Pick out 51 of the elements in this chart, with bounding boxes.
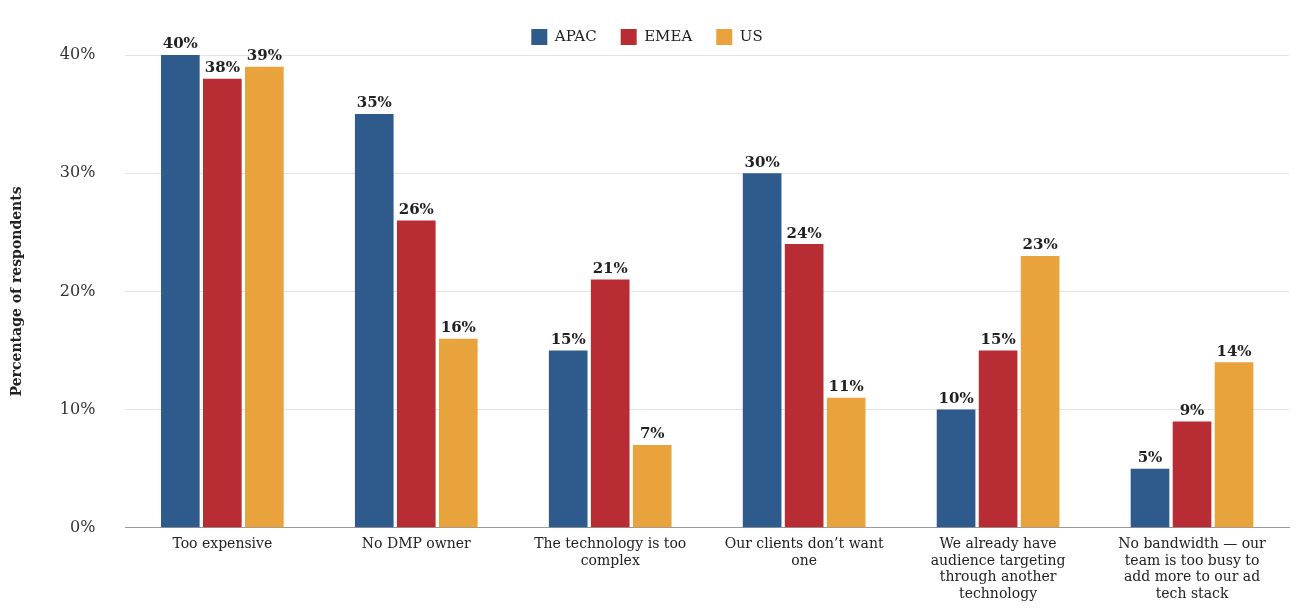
data-label: 40% (162, 34, 198, 53)
bar (160, 55, 200, 528)
data-label: 21% (592, 258, 628, 277)
bar (590, 279, 630, 528)
x-tick-label: Too expensive (172, 534, 273, 551)
legend-label: EMEA (644, 26, 693, 45)
y-tick-label: 0% (69, 516, 96, 536)
y-axis-title: Percentage of respondents (8, 186, 25, 397)
data-label: 30% (744, 152, 780, 171)
bar (742, 173, 782, 528)
x-tick-label: The technology is too complex (534, 534, 687, 568)
bar (548, 350, 588, 528)
data-label: 14% (1216, 341, 1252, 360)
legend-label: APAC (553, 26, 597, 45)
x-tick-label: Our clients don’t want one (724, 534, 884, 568)
bar (245, 66, 284, 528)
bar (1130, 468, 1170, 528)
y-tick-label: 40% (59, 44, 96, 64)
y-tick-label: 30% (59, 162, 96, 182)
bar (438, 338, 478, 528)
bar (784, 244, 824, 528)
data-label: 5% (1137, 448, 1163, 467)
bar (826, 397, 866, 528)
y-tick-label: 20% (59, 280, 96, 300)
x-tick-label: We already have audience targeting through another technology (930, 534, 1066, 602)
data-label: 23% (1022, 235, 1058, 254)
x-tick-label: No DMP owner (361, 534, 472, 551)
data-label: 39% (246, 46, 282, 65)
bar (936, 409, 976, 528)
x-tick-label: No bandwidth — our team is too busy to add more to our ad tech stack (1118, 534, 1267, 602)
data-label: 35% (356, 93, 392, 112)
data-label: 7% (639, 424, 665, 443)
bar (978, 350, 1018, 528)
bar (203, 78, 242, 528)
data-label: 15% (980, 329, 1016, 348)
data-label: 11% (828, 377, 864, 396)
legend-label: US (739, 26, 763, 45)
y-tick-label: 10% (59, 398, 96, 418)
data-label: 26% (398, 199, 434, 218)
data-label: 24% (786, 223, 822, 242)
bar (1020, 255, 1060, 528)
data-label: 15% (550, 329, 586, 348)
bar (1214, 362, 1254, 528)
data-label: 10% (938, 388, 974, 407)
bar (396, 220, 436, 528)
data-label: 38% (204, 58, 240, 77)
bar (1172, 421, 1212, 528)
data-label: 9% (1179, 400, 1205, 419)
bar (632, 445, 672, 528)
bar (354, 114, 394, 528)
data-label: 16% (440, 318, 476, 337)
